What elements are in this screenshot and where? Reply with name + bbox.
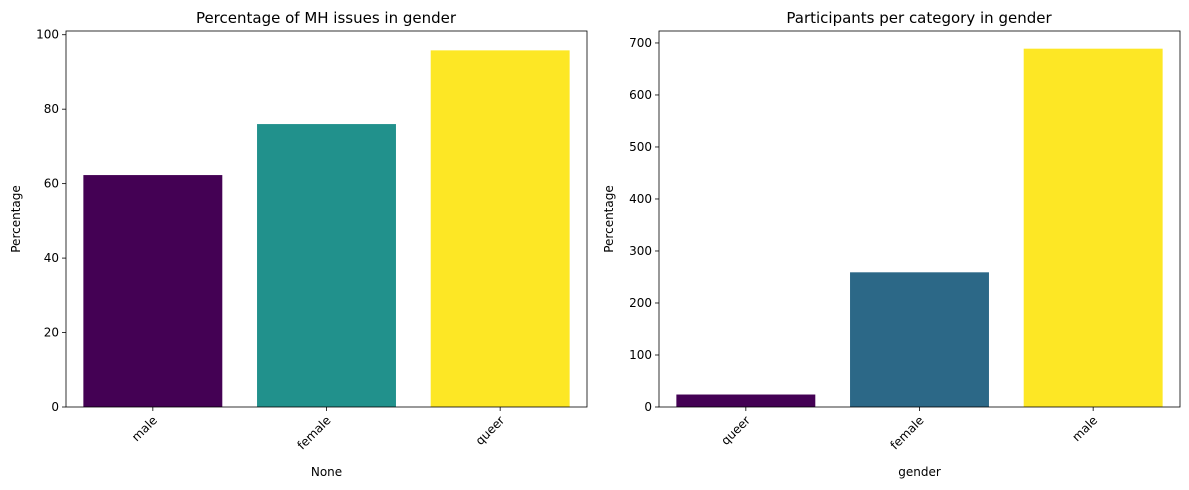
- y-tick-label: 80: [44, 102, 59, 116]
- y-tick-label: 200: [629, 296, 652, 310]
- x-tick-label: female: [887, 413, 926, 452]
- x-tick-label: queer: [473, 413, 508, 448]
- x-tick-label: female: [294, 413, 333, 452]
- y-tick-label: 300: [629, 244, 652, 258]
- x-axis-label: gender: [898, 465, 941, 479]
- bar-queer: [676, 394, 816, 407]
- chart-title: Percentage of MH issues in gender: [196, 9, 457, 27]
- y-tick-label: 100: [629, 348, 652, 362]
- bar-male: [83, 175, 223, 407]
- y-axis-label: Percentage: [9, 185, 23, 253]
- chart-left: Percentage of MH issues in gender 0 20 40 60…: [9, 9, 588, 479]
- x-axis-label: None: [311, 465, 342, 479]
- chart-title: Participants per category in gender: [786, 9, 1052, 27]
- y-tick-label: 40: [44, 251, 59, 265]
- y-tick-label: 60: [44, 177, 59, 191]
- x-tick-label: queer: [718, 413, 753, 448]
- y-axis-label: Percentage: [602, 185, 616, 253]
- y-tick-label: 0: [51, 400, 59, 414]
- x-tick-label: male: [1069, 413, 1100, 444]
- bar-queer: [430, 50, 570, 407]
- x-tick-label: male: [129, 413, 160, 444]
- y-tick-label: 400: [629, 192, 652, 206]
- y-tick-label: 500: [629, 140, 652, 154]
- y-tick-label: 600: [629, 88, 652, 102]
- chart-right: Participants per category in gender 0 100 2…: [602, 9, 1181, 479]
- bar-female: [850, 272, 989, 407]
- y-tick-label: 0: [644, 400, 652, 414]
- y-tick-label: 100: [36, 28, 59, 42]
- bar-male: [1023, 48, 1163, 407]
- bar-female: [257, 124, 396, 407]
- y-tick-label: 700: [629, 36, 652, 50]
- y-tick-label: 20: [44, 326, 59, 340]
